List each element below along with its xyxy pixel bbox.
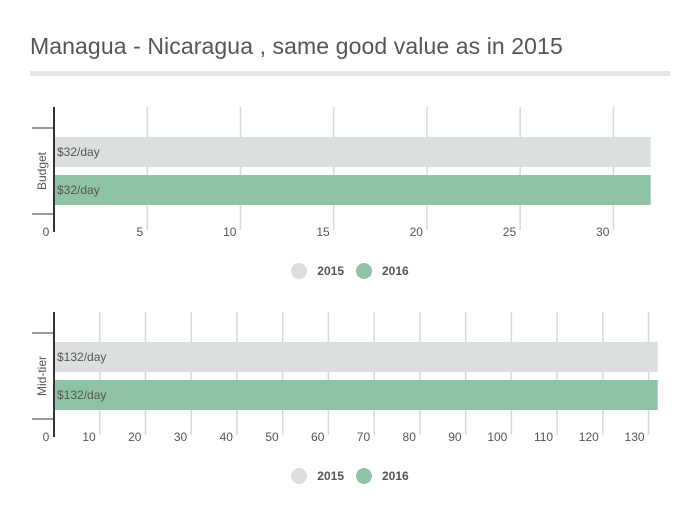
x-tick-label: 40 — [220, 430, 234, 444]
bar-value-label: $132/day — [57, 388, 106, 402]
chart-title: Managua - Nicaragua , same good value as… — [30, 33, 563, 59]
mid-tier-chart-svg: 0 10 20 30 40 50 60 70 80 90 100 110 120 130 $132/day $… — [32, 312, 658, 444]
legend-item-2016[interactable]: 2016 — [356, 468, 409, 484]
mid-tier-chart: 0 10 20 30 40 50 60 70 80 90 100 110 120 130 $132/day $… — [0, 305, 700, 505]
bar-value-label: $32/day — [57, 183, 100, 197]
x-tick-label: 110 — [534, 430, 553, 444]
legend-swatch-2015 — [291, 468, 308, 484]
x-tick-label: 90 — [448, 430, 462, 444]
x-tick-label: 20 — [410, 225, 424, 239]
mid-tier-legend: 2015 2016 — [0, 466, 700, 486]
x-tick-label: 80 — [403, 430, 417, 444]
x-tick-label: 30 — [596, 225, 610, 239]
x-tick-label: 15 — [316, 225, 330, 239]
x-tick-label: 25 — [503, 225, 517, 239]
legend-item-2015[interactable]: 2015 — [291, 263, 344, 279]
budget-legend: 2015 2016 — [0, 261, 700, 281]
legend-swatch-2015 — [291, 263, 308, 279]
budget-chart-svg: 0 5 10 15 20 25 30 $32/day $32/day Budget — [32, 107, 651, 239]
legend-item-2015[interactable]: 2015 — [291, 468, 344, 484]
legend-swatch-2016 — [356, 468, 372, 484]
budget-chart: 0 5 10 15 20 25 30 $32/day $32/day Budget — [0, 100, 700, 300]
x-tick-label: 5 — [137, 225, 144, 239]
legend-label-2016: 2016 — [382, 264, 409, 278]
x-tick-label: 130 — [625, 430, 645, 444]
category-label-budget: Budget — [35, 151, 49, 190]
x-tick-label: 20 — [128, 430, 142, 444]
legend-label-2016: 2016 — [382, 469, 409, 483]
legend-item-2016[interactable]: 2016 — [356, 263, 409, 279]
category-label-mid-tier: Mid-tier — [35, 356, 49, 396]
x-tick-label: 10 — [223, 225, 237, 239]
title-divider — [30, 71, 670, 76]
bar-2015 — [54, 342, 658, 372]
x-tick-label: 10 — [82, 430, 96, 444]
x-tick-label: 60 — [311, 430, 325, 444]
legend-label-2015: 2015 — [317, 264, 344, 278]
bar-value-label: $32/day — [57, 145, 100, 159]
x-tick-label: 100 — [487, 430, 507, 444]
x-tick-label: 30 — [174, 430, 188, 444]
x-tick-label: 70 — [357, 430, 371, 444]
legend-label-2015: 2015 — [317, 469, 344, 483]
bar-2016 — [54, 380, 658, 410]
x-tick-label: 120 — [579, 430, 599, 444]
legend-swatch-2016 — [356, 263, 372, 279]
x-tick-label: 50 — [265, 430, 279, 444]
bar-value-label: $132/day — [57, 350, 106, 364]
bar-2015 — [54, 137, 651, 167]
bar-2016 — [54, 175, 651, 205]
x-tick-label: 0 — [43, 225, 50, 239]
x-tick-label: 0 — [43, 430, 50, 444]
